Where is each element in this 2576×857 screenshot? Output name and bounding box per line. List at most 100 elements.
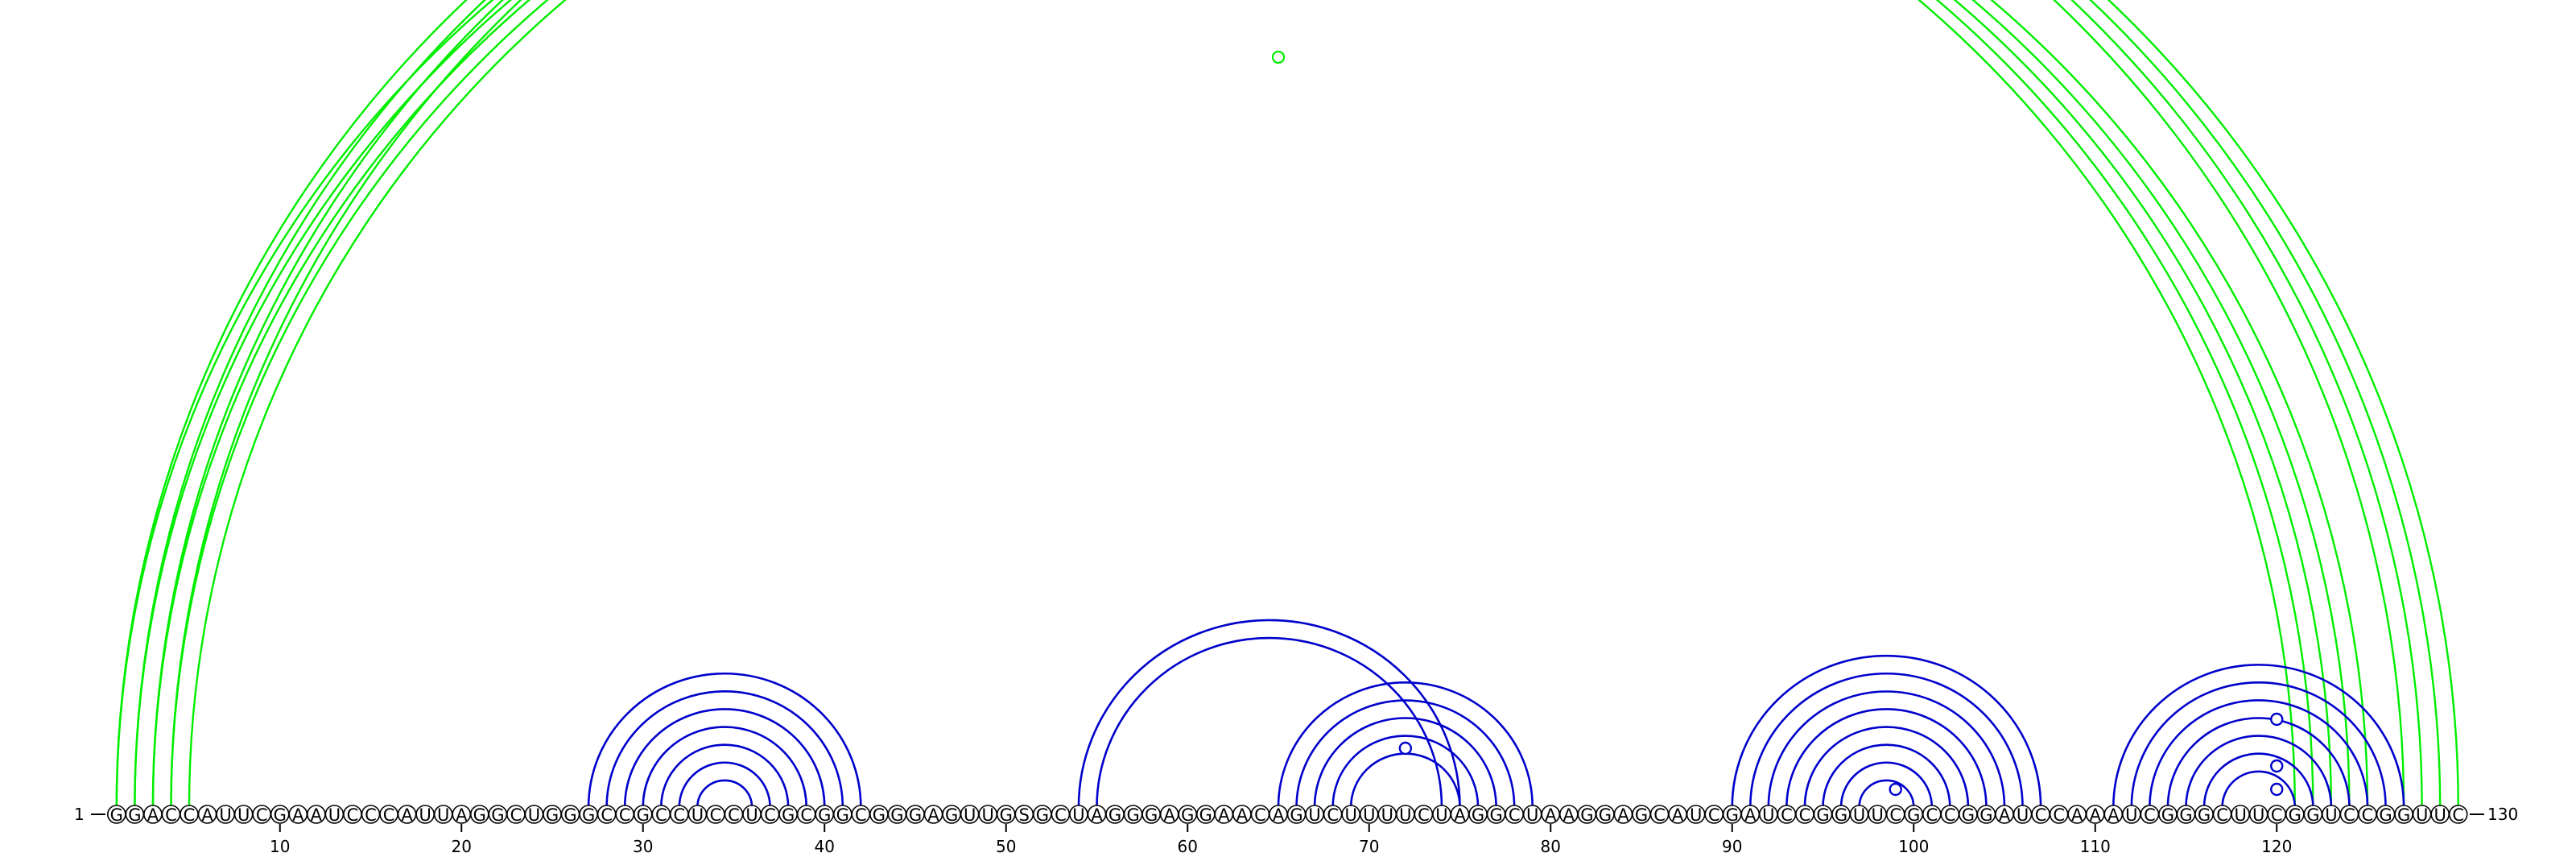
nucleotide: U xyxy=(1686,805,1706,825)
nucleotide-letter: U xyxy=(219,805,231,825)
nucleotide-letter: A xyxy=(1236,805,1249,825)
nucleotide-letter: C xyxy=(383,805,395,825)
nucleotide: U xyxy=(1341,805,1360,825)
nucleotide-letter: C xyxy=(510,805,522,825)
nucleotide: C xyxy=(2358,805,2377,825)
nucleotide-letter: U xyxy=(1871,805,1883,825)
nucleotide-letter: U xyxy=(745,805,758,825)
nucleotide-letter: G xyxy=(1489,805,1502,825)
pair-arc-blue xyxy=(642,726,807,808)
nucleotide-letter: G xyxy=(1036,805,1049,825)
nucleotide-letter: C xyxy=(1509,805,1521,825)
nucleotide: A xyxy=(307,805,326,825)
nucleotide: G xyxy=(2194,805,2214,825)
marker-blue xyxy=(2270,782,2284,797)
pair-arc-blue xyxy=(1803,726,1970,808)
nucleotide-letter: U xyxy=(1690,805,1702,825)
nucleotide-letter: U xyxy=(1345,805,1357,825)
nucleotide-letter: U xyxy=(2325,805,2337,825)
nucleotide: U xyxy=(978,805,997,825)
nucleotide-letter: G xyxy=(1290,805,1302,825)
nucleotide-letter: C xyxy=(1944,805,1956,825)
tick-label: 30 xyxy=(633,837,653,856)
nucleotide: U xyxy=(1432,805,1451,825)
nucleotide-letter: C xyxy=(2343,805,2355,825)
nucleotide-letter: A xyxy=(927,805,939,825)
nucleotide: G xyxy=(1123,805,1143,825)
tick-label: 100 xyxy=(1898,837,1929,856)
nucleotide: C xyxy=(1250,805,1270,825)
nucleotide: G xyxy=(906,805,925,825)
nucleotide: G xyxy=(1813,805,1833,825)
nucleotide-letter: C xyxy=(2452,805,2464,825)
pair-arc-blue xyxy=(1822,743,1951,808)
nucleotide-letter: C xyxy=(1327,805,1339,825)
position-ticks: 10 20 30 40 50 60 70 80 90 100 110 120 xyxy=(270,824,2292,856)
nucleotide: G xyxy=(996,805,1016,825)
nucleotide-letter: G xyxy=(564,805,576,825)
pair-arc-blue xyxy=(1767,690,2006,808)
nucleotide-letter: U xyxy=(1399,805,1411,825)
nucleotide-letter: A xyxy=(1545,805,1557,825)
nucleotide-letter: C xyxy=(2271,805,2283,825)
nucleotide-letter: A xyxy=(1617,805,1629,825)
nucleotide-letter: A xyxy=(456,805,468,825)
pair-arc-green xyxy=(134,0,2423,808)
nucleotide: U xyxy=(1849,805,1869,825)
nucleotide-letter: A xyxy=(201,805,213,825)
nucleotide: C xyxy=(379,805,398,825)
tick-label: 90 xyxy=(1722,837,1742,856)
nucleotide: G xyxy=(815,805,835,825)
nucleotide: G xyxy=(887,805,907,825)
nucleotide-letter: G xyxy=(1580,805,1593,825)
pair-arc-blue xyxy=(2112,663,2405,808)
nucleotide-letter: C xyxy=(800,805,812,825)
nucleotide: G xyxy=(1105,805,1125,825)
nucleotide-letter: G xyxy=(873,805,886,825)
nucleotide: C xyxy=(615,805,635,825)
nucleotide: G xyxy=(1722,805,1742,825)
tick-label: 20 xyxy=(452,837,472,856)
nucleotide: A xyxy=(1668,805,1687,825)
nucleotide: C xyxy=(2049,805,2069,825)
nucleotide: G xyxy=(778,805,798,825)
nucleotide-letter: U xyxy=(2434,805,2446,825)
nucleotide: S xyxy=(1014,805,1034,825)
markers-layer xyxy=(1271,50,2284,797)
nucleotide: C xyxy=(1795,805,1814,825)
nucleotide: C xyxy=(161,805,181,825)
marker-blue xyxy=(2270,712,2284,727)
nucleotide-letter: U xyxy=(982,805,994,825)
nucleotide-letter: U xyxy=(2416,805,2428,825)
pair-arc-blue xyxy=(587,672,862,808)
nucleotide: G xyxy=(1033,805,1052,825)
nucleotide: G xyxy=(2376,805,2396,825)
nucleotide-letter: G xyxy=(2289,805,2301,825)
nucleotide: C xyxy=(1940,805,1960,825)
nucleotide-letter: A xyxy=(292,805,304,825)
nucleotide-letter: G xyxy=(945,805,958,825)
nucleotide: C xyxy=(252,805,272,825)
nucleotide: U xyxy=(742,805,762,825)
nucleotide-letter: U xyxy=(1526,805,1538,825)
nucleotide-letter: C xyxy=(365,805,377,825)
nucleotide: U xyxy=(1396,805,1415,825)
nucleotide: A xyxy=(288,805,308,825)
nucleotide-letter: G xyxy=(2198,805,2211,825)
nucleotide-letter: G xyxy=(1835,805,1847,825)
nucleotide: U xyxy=(2013,805,2033,825)
nucleotide-letter: C xyxy=(184,805,196,825)
nucleotide: U xyxy=(1359,805,1379,825)
nucleotide: G xyxy=(1286,805,1307,825)
nucleotide: A xyxy=(2067,805,2087,825)
nucleotide: C xyxy=(2339,805,2359,825)
nucleotide: G xyxy=(942,805,961,825)
nucleotide-letter: C xyxy=(728,805,740,825)
nucleotide: G xyxy=(2285,805,2305,825)
nucleotide-letter: G xyxy=(836,805,849,825)
nucleotide-letter: A xyxy=(1164,805,1176,825)
nucleotide-letter: C xyxy=(2035,805,2047,825)
nucleotide-letter: G xyxy=(110,805,123,825)
nucleotide-letter: G xyxy=(274,805,287,825)
nucleotide: U xyxy=(216,805,235,825)
